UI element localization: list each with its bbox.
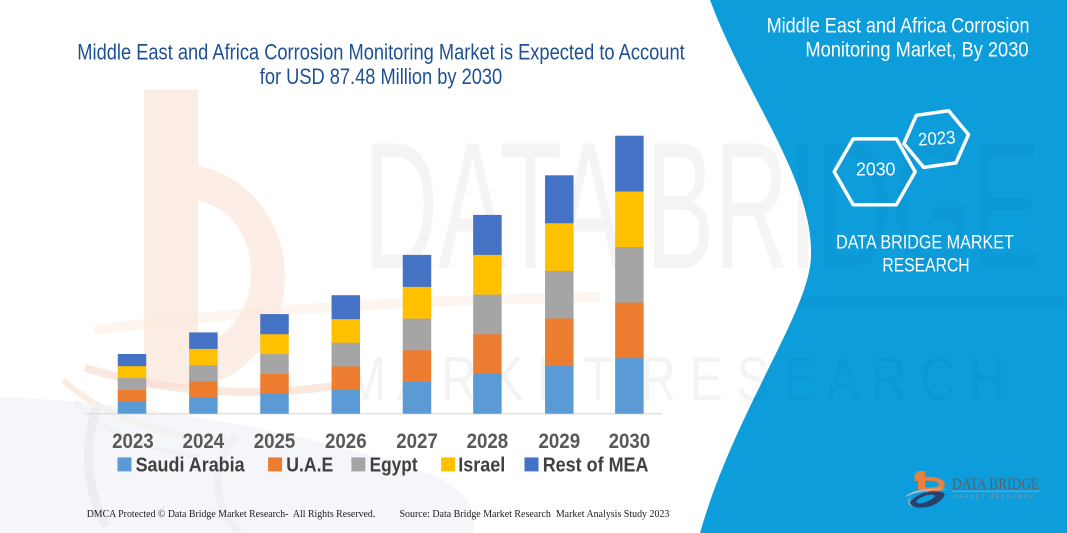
svg-text:Egypt: Egypt [370, 453, 418, 476]
svg-text:Monitoring Market, By 2030: Monitoring Market, By 2030 [805, 39, 1028, 62]
svg-text:2027: 2027 [396, 429, 438, 453]
svg-text:2030: 2030 [856, 160, 895, 180]
svg-text:2026: 2026 [325, 429, 367, 453]
svg-text:2023: 2023 [917, 127, 956, 150]
svg-text:for USD 87.48 Million by 2030: for USD 87.48 Million by 2030 [260, 64, 502, 89]
svg-text:Israel: Israel [458, 453, 505, 476]
svg-text:2025: 2025 [254, 429, 296, 453]
svg-text:2023: 2023 [112, 429, 154, 453]
svg-text:RESEARCH: RESEARCH [882, 254, 969, 276]
svg-text:DATA BRIDGE: DATA BRIDGE [364, 105, 1040, 307]
svg-text:U.A.E: U.A.E [286, 453, 333, 476]
svg-text:2028: 2028 [467, 429, 509, 453]
svg-text:Middle East and Africa Corrosi: Middle East and Africa Corrosion [767, 15, 1030, 38]
svg-text:2029: 2029 [539, 429, 581, 453]
svg-text:DATA BRIDGE MARKET: DATA BRIDGE MARKET [836, 232, 1014, 254]
svg-text:MARKET RESEARCH: MARKET RESEARCH [953, 495, 1035, 501]
svg-text:DMCA Protected © Data Bridge M: DMCA Protected © Data Bridge Market Rese… [87, 508, 376, 520]
svg-text:DATA BRIDGE: DATA BRIDGE [952, 476, 1039, 493]
svg-text:Middle East and Africa Corrosi: Middle East and Africa Corrosion Monitor… [77, 40, 684, 65]
svg-text:Rest of MEA: Rest of MEA [543, 453, 649, 476]
svg-text:2024: 2024 [183, 429, 225, 453]
svg-text:Source: Data Bridge Market Res: Source: Data Bridge Market Research Mark… [400, 508, 670, 520]
svg-text:Saudi Arabia: Saudi Arabia [136, 453, 246, 476]
svg-text:2030: 2030 [609, 429, 651, 453]
